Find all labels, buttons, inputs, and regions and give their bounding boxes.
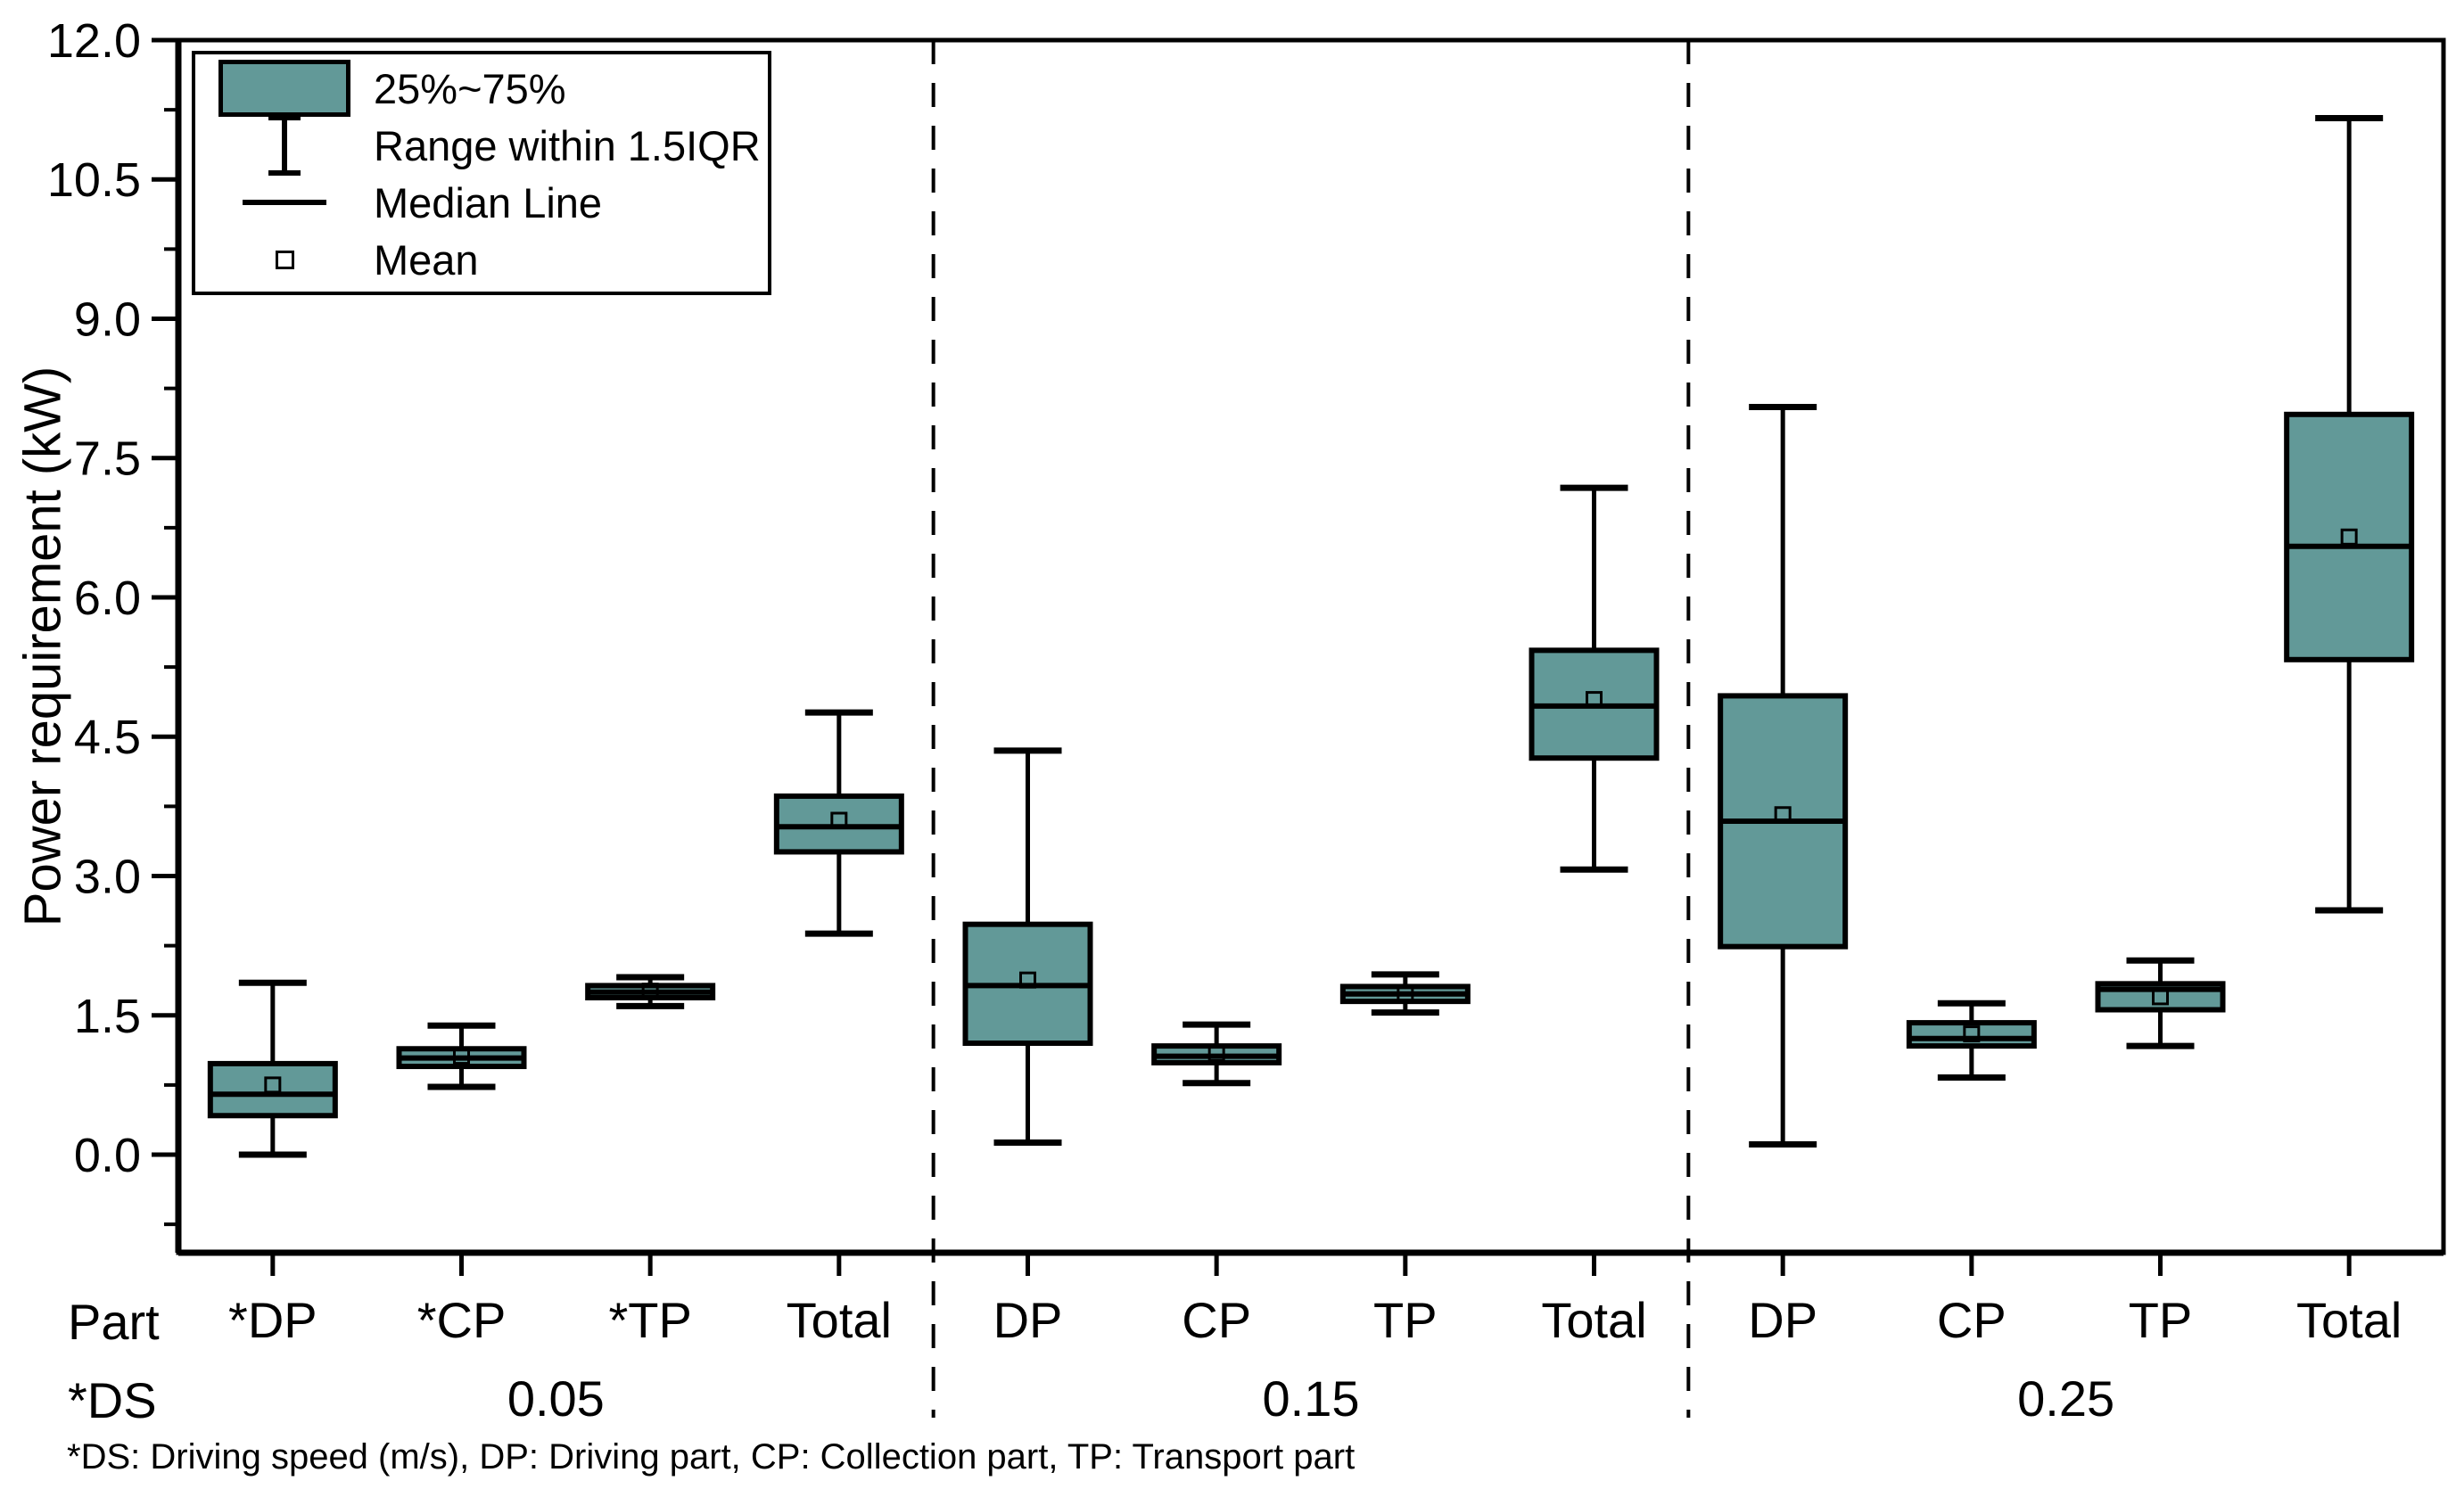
mean-marker xyxy=(1019,971,1036,989)
y-axis-tick-label: 3.0 xyxy=(74,850,141,903)
legend-label-mean: Mean xyxy=(374,235,479,284)
boxplot-Total-0.05 xyxy=(773,709,904,937)
boxplot-TP-0.25 xyxy=(2095,957,2226,1049)
iqr-box xyxy=(207,1060,338,1119)
legend-row-range: Range within 1.5IQR xyxy=(195,115,768,176)
boxplot-DP-0.15 xyxy=(962,747,1093,1146)
x-axis-part-label: DP xyxy=(1748,1292,1817,1348)
iqr-box xyxy=(2284,411,2415,662)
x-axis-part-row-header: Part xyxy=(68,1294,160,1350)
x-axis-ds-row-header: *DS xyxy=(68,1372,157,1428)
x-axis-part-label: *TP xyxy=(608,1292,691,1348)
y-axis-tick-label: 1.5 xyxy=(74,990,141,1043)
x-axis-part-label: CP xyxy=(1937,1292,2007,1348)
x-axis-part-label: Total xyxy=(2296,1292,2402,1348)
y-axis-title: Power requirement (kW) xyxy=(13,366,72,927)
legend-label-range: Range within 1.5IQR xyxy=(374,121,761,169)
mean-marker xyxy=(264,1076,282,1094)
x-axis-part-label: CP xyxy=(1182,1292,1251,1348)
x-axis-part-label: Total xyxy=(1541,1292,1646,1348)
boxplot-sTP-0.05 xyxy=(585,974,716,1009)
mean-marker xyxy=(641,983,659,1000)
legend-box-swatch-icon xyxy=(195,60,374,117)
legend-row-mean: Mean xyxy=(195,231,768,288)
legend-label-iqr: 25%~75% xyxy=(374,64,566,112)
mean-marker xyxy=(2152,988,2169,1006)
boxplot-sDP-0.05 xyxy=(207,979,338,1158)
footnote: *DS: Driving speed (m/s), DP: Driving pa… xyxy=(67,1437,1356,1477)
x-axis-ds-value-label: 0.15 xyxy=(1263,1370,1360,1427)
boxplot-CP-0.15 xyxy=(1151,1021,1282,1087)
boxplot-sCP-0.05 xyxy=(396,1022,527,1090)
x-axis-part-label: *DP xyxy=(228,1292,317,1348)
y-axis-tick-label: 0.0 xyxy=(74,1129,141,1182)
boxplot-TP-0.15 xyxy=(1339,971,1471,1016)
legend-mean-marker-icon xyxy=(195,250,374,269)
mean-marker xyxy=(1207,1044,1225,1062)
mean-marker xyxy=(1963,1025,1981,1043)
y-axis-tick-label: 6.0 xyxy=(74,572,141,625)
y-axis-tick-label: 12.0 xyxy=(47,14,141,68)
mean-marker xyxy=(1397,984,1414,1002)
x-axis-part-label: TP xyxy=(1373,1292,1438,1348)
legend-whisker-icon xyxy=(195,113,374,177)
y-axis-tick-label: 7.5 xyxy=(74,432,141,486)
x-axis-part-label: Total xyxy=(787,1292,892,1348)
y-axis-tick-label: 4.5 xyxy=(74,711,141,764)
x-axis-ds-value-label: 0.05 xyxy=(507,1370,605,1427)
y-axis-tick-label: 9.0 xyxy=(74,292,141,346)
legend-label-median: Median Line xyxy=(374,178,603,226)
iqr-box xyxy=(773,793,904,855)
x-axis-part-label: *CP xyxy=(417,1292,507,1348)
mean-marker xyxy=(1586,691,1603,709)
legend-median-line-icon xyxy=(195,200,374,205)
x-axis-part-label: TP xyxy=(2129,1292,2193,1348)
legend-row-iqr: 25%~75% xyxy=(195,60,768,117)
y-axis-tick-label: 10.5 xyxy=(47,153,141,207)
boxplot-CP-0.25 xyxy=(1906,1000,2037,1082)
boxplot-Total-0.15 xyxy=(1529,484,1660,873)
boxplot-Total-0.25 xyxy=(2284,114,2415,914)
legend: 25%~75% Range within 1.5IQR Median Line … xyxy=(192,51,771,295)
mean-marker xyxy=(453,1048,470,1065)
x-axis-part-label: DP xyxy=(993,1292,1063,1348)
mean-marker xyxy=(2340,528,2358,546)
mean-marker xyxy=(1774,806,1792,824)
mean-marker xyxy=(830,811,848,829)
legend-row-median: Median Line xyxy=(195,174,768,231)
x-axis-ds-value-label: 0.25 xyxy=(2017,1370,2114,1427)
boxplot-DP-0.25 xyxy=(1718,403,1849,1148)
